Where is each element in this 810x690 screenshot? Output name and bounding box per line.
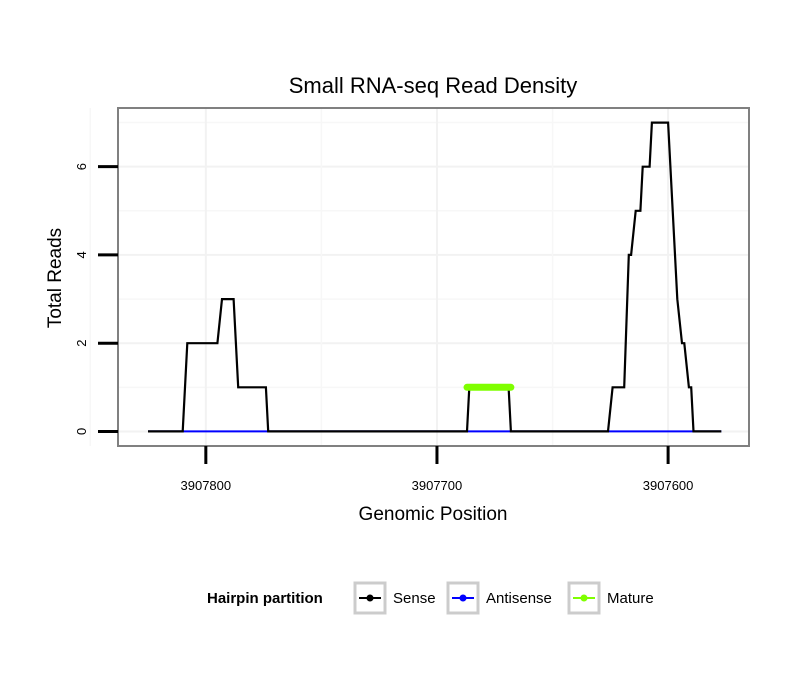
y-tick-label: 0	[74, 428, 89, 435]
grid-lines	[89, 108, 749, 446]
y-tick-label: 4	[74, 251, 89, 258]
x-axis: 3907800 3907700 3907600	[181, 446, 694, 493]
x-tick-label: 3907800	[181, 478, 232, 493]
legend-key-point	[459, 594, 467, 602]
y-axis-title: Total Reads	[45, 228, 66, 328]
plot-panel-border	[117, 107, 750, 447]
legend-label-mature: Mature	[607, 590, 654, 607]
legend-key-box	[567, 581, 601, 615]
x-tick-label: 3907600	[643, 478, 694, 493]
chart-title: Small RNA-seq Read Density	[289, 73, 578, 98]
y-tick-label: 6	[74, 163, 89, 170]
legend-key-point	[580, 594, 588, 602]
legend: Hairpin partition Sense Antisense Mature	[207, 581, 654, 615]
data-series	[148, 121, 722, 433]
x-tick-label: 3907700	[412, 478, 463, 493]
legend-label-sense: Sense	[393, 590, 436, 607]
legend-key-point	[366, 594, 374, 602]
x-axis-title: Genomic Position	[359, 504, 508, 525]
legend-label-antisense: Antisense	[486, 590, 552, 607]
series-line-sense	[148, 121, 722, 433]
y-tick-label: 2	[74, 340, 89, 347]
y-axis: 0 2 4 6	[74, 163, 118, 435]
legend-title: Hairpin partition	[207, 590, 323, 607]
